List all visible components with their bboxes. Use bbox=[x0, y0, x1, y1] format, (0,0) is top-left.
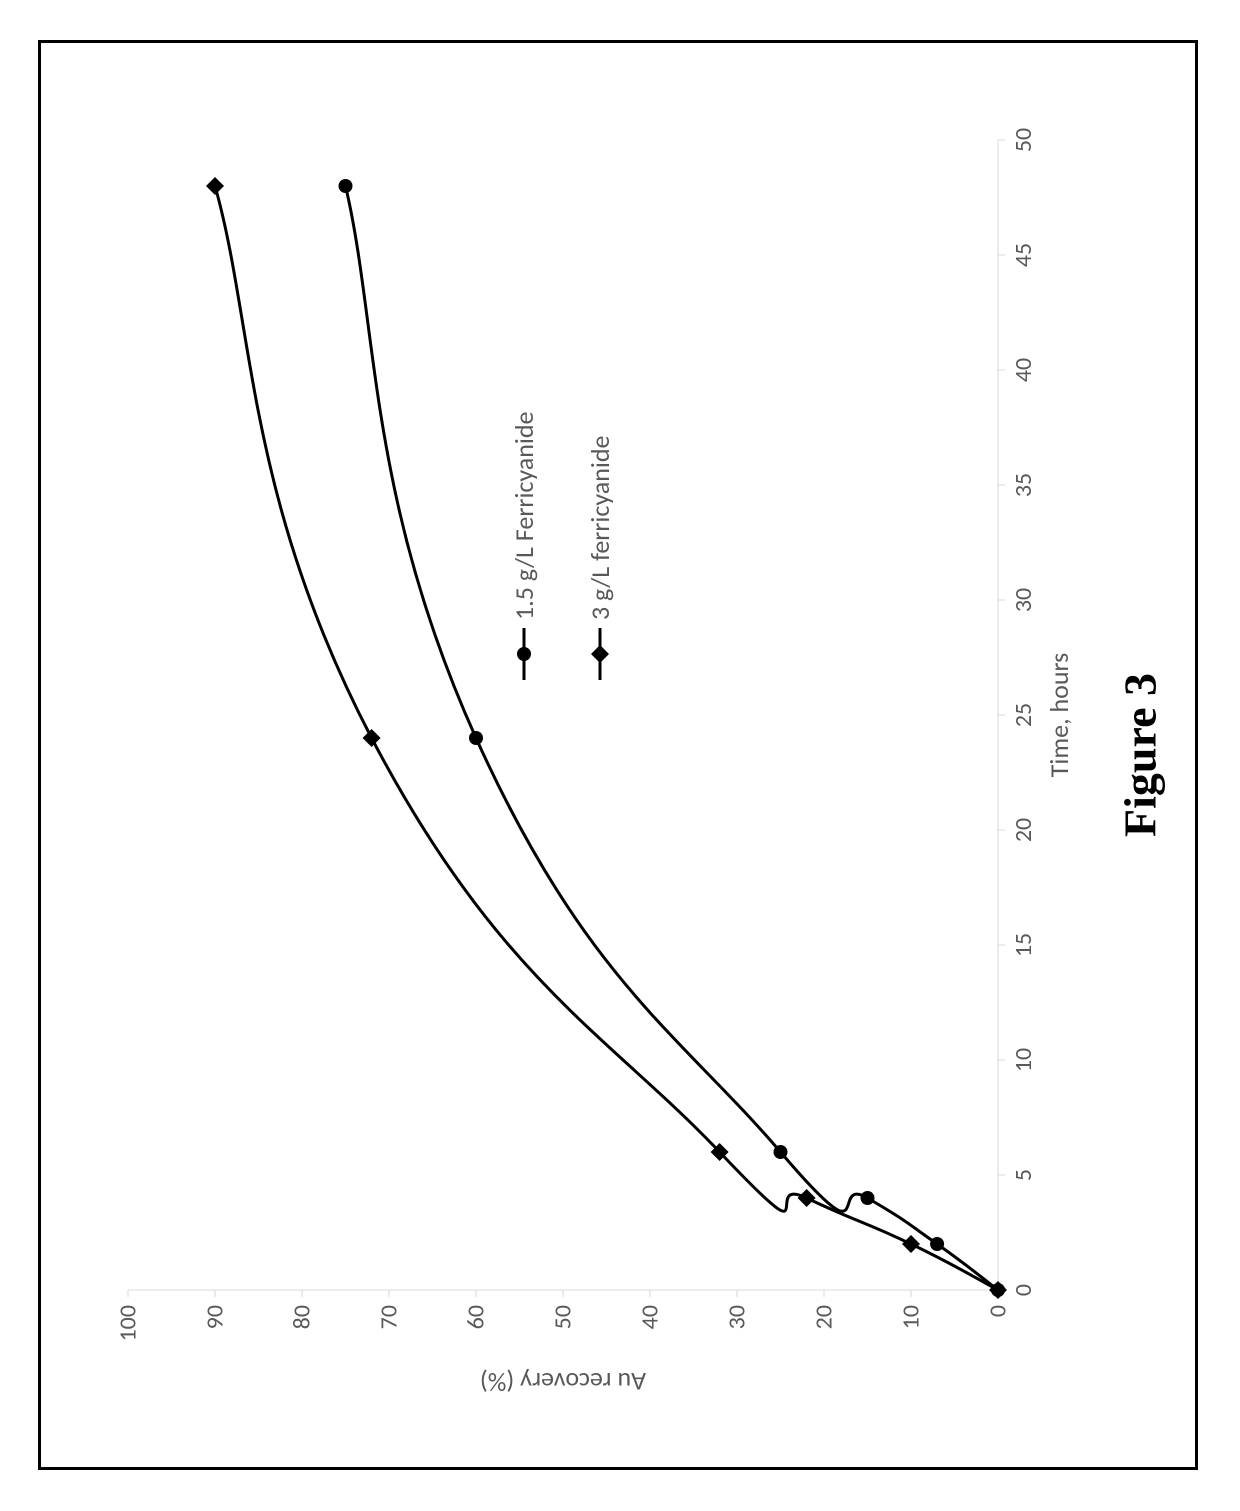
legend: 1.5 g/L Ferricyanide 3 g/L ferricyanide bbox=[508, 412, 616, 680]
legend-label: 3 g/L ferricyanide bbox=[584, 436, 616, 620]
y-axis-title: Au recovery (%) bbox=[480, 1366, 646, 1398]
x-tick-label: 35 bbox=[1009, 473, 1038, 497]
x-tick-label: 0 bbox=[1009, 1284, 1038, 1296]
x-tick-label: 15 bbox=[1009, 933, 1038, 957]
legend-item: 1.5 g/L Ferricyanide bbox=[508, 412, 540, 680]
x-tick-label: 30 bbox=[1009, 588, 1038, 612]
legend-marker-icon bbox=[590, 628, 610, 680]
chart-container-rotated: 0 10 20 30 40 50 60 70 80 90 100 0 5 10 15 20 25 30 35 40 4… bbox=[98, 80, 1128, 1420]
y-tick-label: 50 bbox=[549, 1305, 578, 1420]
x-axis-title: Time, hours bbox=[1043, 653, 1075, 778]
series-line-1 bbox=[215, 186, 998, 1290]
y-tick-label: 0 bbox=[984, 1305, 1013, 1420]
x-tick-label: 10 bbox=[1009, 1048, 1038, 1072]
y-tick-label: 70 bbox=[375, 1305, 404, 1420]
page-root: 0 10 20 30 40 50 60 70 80 90 100 0 5 10 15 20 25 30 35 40 4… bbox=[0, 0, 1240, 1511]
y-tick-label: 40 bbox=[636, 1305, 665, 1420]
chart-container: 0 10 20 30 40 50 60 70 80 90 100 0 5 10 15 20 25 30 35 40 4… bbox=[98, 80, 1128, 1420]
x-tick-label: 25 bbox=[1009, 703, 1038, 727]
x-tick-label: 5 bbox=[1009, 1169, 1038, 1181]
y-tick-label: 30 bbox=[723, 1305, 752, 1420]
plot-area bbox=[128, 140, 998, 1290]
y-tick-label: 80 bbox=[288, 1305, 317, 1420]
y-tick-label: 60 bbox=[462, 1305, 491, 1420]
x-tick-label: 45 bbox=[1009, 243, 1038, 267]
legend-label: 1.5 g/L Ferricyanide bbox=[508, 412, 540, 620]
y-tick-label: 100 bbox=[114, 1305, 143, 1420]
figure-caption: Figure 3 bbox=[1114, 673, 1167, 837]
y-tick-label: 20 bbox=[810, 1305, 839, 1420]
x-tick-label: 40 bbox=[1009, 358, 1038, 382]
chart-svg bbox=[128, 140, 998, 1290]
x-tick-label: 20 bbox=[1009, 818, 1038, 842]
y-tick-label: 10 bbox=[897, 1305, 926, 1420]
legend-item: 3 g/L ferricyanide bbox=[584, 412, 616, 680]
legend-marker-icon bbox=[514, 628, 534, 680]
series-line-0 bbox=[346, 186, 999, 1290]
x-tick-label: 50 bbox=[1009, 128, 1038, 152]
y-tick-label: 90 bbox=[201, 1305, 230, 1420]
